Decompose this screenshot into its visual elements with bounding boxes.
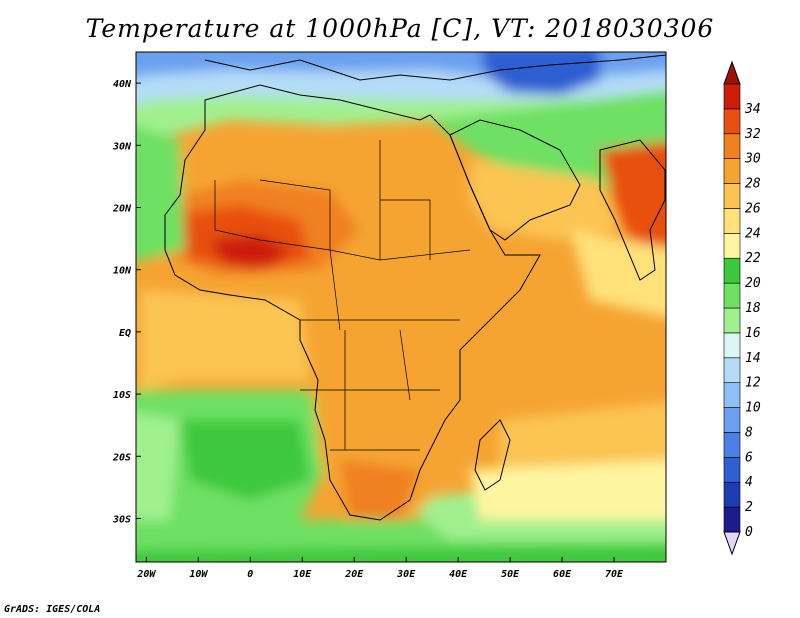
colorbar-swatch [723, 208, 741, 234]
india-coastline [599, 139, 666, 281]
colorbar-swatch [723, 307, 741, 334]
colorbar-label: 24 [745, 226, 761, 241]
plot-frame [135, 51, 667, 563]
colorbar-swatch [723, 158, 741, 184]
colorbar-label: 0 [745, 525, 753, 540]
colorbar-label: 26 [745, 201, 761, 216]
colorbar-swatch [723, 432, 741, 458]
lat-tick-label: 40N [113, 79, 132, 90]
europe-coastline [204, 54, 666, 81]
colorbar-swatch [723, 257, 741, 284]
colorbar-label: 20 [745, 276, 761, 291]
lat-tick-label: 10N [113, 266, 132, 277]
colorbar-label: 32 [744, 127, 761, 142]
lon-tick-label: 70E [605, 569, 624, 580]
colorbar-swatch [723, 233, 741, 259]
lon-tick-label: 0 [247, 569, 253, 580]
lat-tick-label: 20S [112, 452, 131, 463]
map-title: Temperature at 1000hPa [C], VT: 20180303… [85, 14, 715, 43]
lon-tick-label: 60E [553, 569, 572, 580]
colorbar-swatch [723, 481, 741, 508]
colorbar-label: 16 [745, 326, 761, 341]
lat-tick-label: 10S [113, 390, 131, 401]
colorbar-over-triangle [723, 60, 741, 85]
colorbar-label: 10 [745, 401, 761, 416]
colorbar-swatch [723, 506, 741, 533]
lat-tick-label: 30S [112, 514, 131, 525]
colorbar-swatch [723, 357, 741, 383]
madagascar-coastline [474, 419, 511, 491]
colorbar-label: 18 [745, 301, 761, 316]
colorbar-label: 6 [745, 450, 753, 465]
colorbar-label: 12 [745, 376, 761, 391]
temperature-field [136, 52, 666, 562]
colorbar-swatch [723, 108, 741, 135]
colorbar-swatch [723, 183, 741, 209]
colorbar-swatch [723, 407, 741, 433]
colorbar-label: 34 [744, 102, 761, 117]
colorbar-label: 8 [745, 425, 753, 440]
colorbar-label: 2 [745, 500, 753, 515]
colorbar-label: 22 [745, 251, 761, 266]
colorbar-under-triangle [723, 531, 741, 556]
colorbar-swatch [723, 382, 741, 408]
coastlines [164, 54, 666, 521]
lon-tick-label: 40E [449, 569, 468, 580]
lon-tick-label: 20E [344, 569, 364, 580]
colorbar-label: 28 [745, 177, 761, 192]
colorbar-swatch [723, 282, 741, 309]
colorbar-swatch [723, 332, 741, 359]
lon-tick-label: 30E [396, 569, 416, 580]
lat-tick-label: 30N [112, 141, 132, 152]
arabia-coastline [449, 119, 581, 241]
lon-tick-label: 20W [136, 569, 156, 580]
lon-tick-label: 50E [501, 569, 520, 580]
lat-tick-label: EQ [119, 328, 131, 339]
country-borders [214, 140, 471, 451]
grads-credit: GrADS: IGES/COLA [4, 604, 101, 615]
colorbar-label: 14 [745, 351, 761, 366]
lat-tick-label: 20N [112, 203, 132, 214]
africa-coastline [164, 84, 541, 521]
lon-tick-label: 10E [293, 569, 312, 580]
axis-ticks: 20W 10W 0 10E 20E 30E 40E 50E 60E 70E 40N 30N 20N 10N… [112, 79, 624, 580]
lon-tick-label: 10W [189, 569, 208, 580]
colorbar-swatch [723, 133, 741, 159]
colorbar-swatch [723, 83, 741, 110]
colorbar-label: 30 [744, 152, 761, 167]
colorbar-label: 4 [745, 475, 753, 490]
colorbar-swatch [723, 457, 741, 483]
